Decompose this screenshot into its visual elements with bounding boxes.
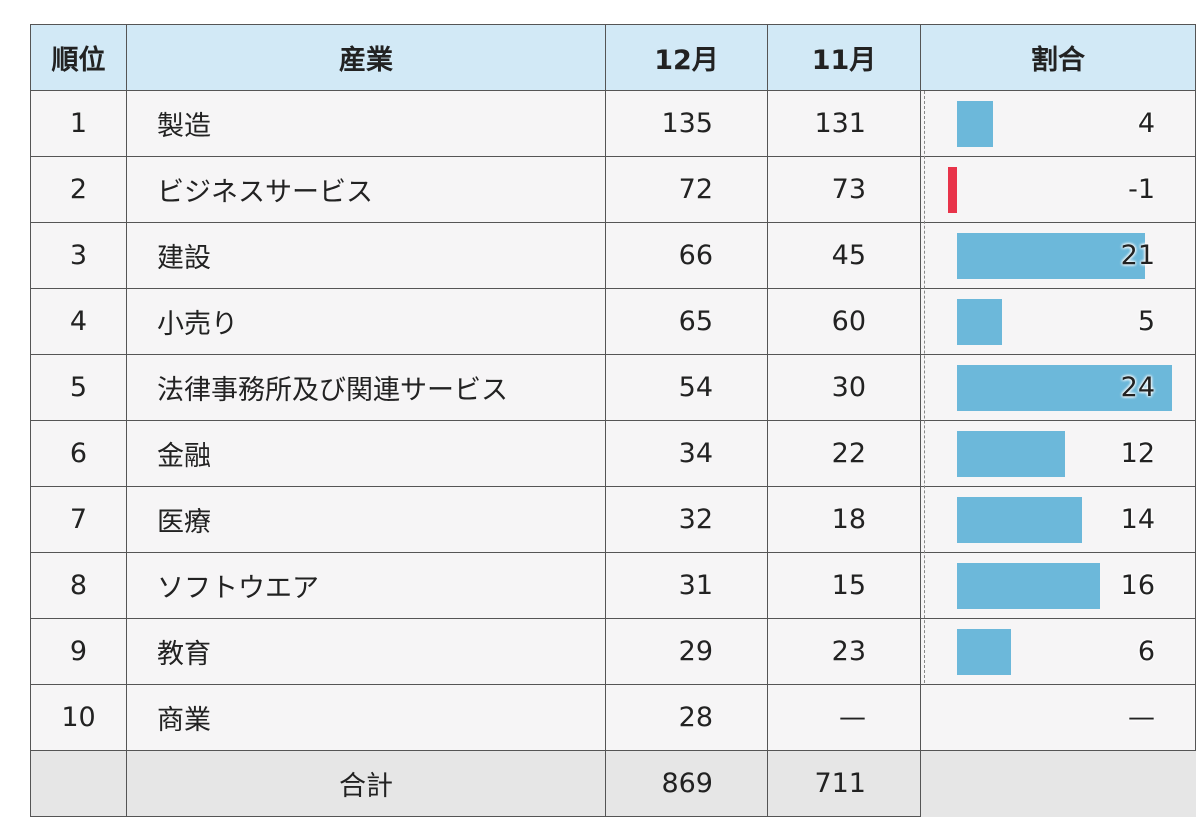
rank-cell: 6 [30,420,127,487]
rank-cell: 8 [30,552,127,619]
november-cell: 22 [767,420,921,487]
ratio-value: 24 [1120,372,1155,403]
december-cell: 65 [605,288,768,355]
table-row: 9 教育 29 23 6 [30,618,1196,685]
header-industry: 産業 [126,24,606,91]
table-row: 1 製造 135 131 4 [30,90,1196,157]
ranking-table: 順位 産業 12月 11月 割合 1 製造 135 131 4 2 ビジネスサービス 72 73… [30,24,1196,817]
ratio-value: 6 [1137,636,1155,667]
ratio-bar [957,629,1011,675]
ratio-bar [957,497,1083,543]
industry-cell: 法律事務所及び関連サービス [126,354,606,421]
ratio-value: 14 [1120,504,1155,535]
ratio-value: 21 [1120,240,1155,271]
rank-cell: 5 [30,354,127,421]
industry-cell: ソフトウエア [126,552,606,619]
november-cell: 45 [767,222,921,289]
total-row: 合計 869 711 [30,750,1196,817]
total-december: 869 [605,750,768,817]
ratio-cell: 6 [920,618,1196,685]
ratio-bar [957,101,993,147]
ratio-cell: 24 [920,354,1196,421]
industry-cell: 製造 [126,90,606,157]
november-cell: 18 [767,486,921,553]
ratio-value: 16 [1120,570,1155,601]
november-cell: 73 [767,156,921,223]
december-cell: 28 [605,684,768,751]
ratio-cell: 14 [920,486,1196,553]
table-row: 6 金融 34 22 12 [30,420,1196,487]
ratio-cell: 16 [920,552,1196,619]
table-row: 3 建設 66 45 21 [30,222,1196,289]
november-cell: 131 [767,90,921,157]
header-ratio: 割合 [920,24,1196,91]
table-row: 4 小売り 65 60 5 [30,288,1196,355]
industry-cell: 医療 [126,486,606,553]
industry-cell: 金融 [126,420,606,487]
industry-cell: 商業 [126,684,606,751]
rank-cell: 9 [30,618,127,685]
december-cell: 66 [605,222,768,289]
december-cell: 34 [605,420,768,487]
rank-cell: 2 [30,156,127,223]
november-cell: 30 [767,354,921,421]
total-rank-cell [30,750,127,817]
header-dec: 12月 [605,24,768,91]
november-cell: — [767,684,921,751]
december-cell: 135 [605,90,768,157]
total-november: 711 [767,750,921,817]
table-row: 10 商業 28— — [30,684,1196,751]
november-cell: 23 [767,618,921,685]
ratio-value: 5 [1137,306,1155,337]
ratio-bar [957,563,1101,609]
header-rank: 順位 [30,24,127,91]
total-ratio-blank [920,750,1196,817]
ratio-cell: 12 [920,420,1196,487]
rank-cell: 7 [30,486,127,553]
ratio-cell: 21 [920,222,1196,289]
ratio-cell: — [920,684,1196,751]
november-cell: 15 [767,552,921,619]
industry-cell: ビジネスサービス [126,156,606,223]
ratio-bar [957,431,1065,477]
december-cell: 32 [605,486,768,553]
industry-cell: 小売り [126,288,606,355]
ratio-cell: 5 [920,288,1196,355]
ratio-zero-axis [924,91,925,683]
ratio-cell: 4 [920,90,1196,157]
rank-cell: 1 [30,90,127,157]
ratio-bar [957,365,1172,411]
industry-cell: 教育 [126,618,606,685]
ratio-value: -1 [1128,174,1155,205]
ratio-bar [948,167,957,213]
ratio-bar [957,299,1002,345]
november-cell: 60 [767,288,921,355]
rank-cell: 3 [30,222,127,289]
table-row: 8 ソフトウエア 31 15 16 [30,552,1196,619]
ratio-value: 12 [1120,438,1155,469]
rank-cell: 10 [30,684,127,751]
december-cell: 72 [605,156,768,223]
industry-cell: 建設 [126,222,606,289]
table-body: 1 製造 135 131 4 2 ビジネスサービス 72 73 -1 3 建設 66 45 21 4 小売り 65… [30,90,1196,817]
december-cell: 29 [605,618,768,685]
table-row: 7 医療 32 18 14 [30,486,1196,553]
ratio-bar [957,233,1146,279]
december-cell: 31 [605,552,768,619]
ratio-value: 4 [1137,108,1155,139]
ratio-value: — [1128,702,1155,733]
december-cell: 54 [605,354,768,421]
header-nov: 11月 [767,24,921,91]
total-label: 合計 [126,750,606,817]
table-row: 5 法律事務所及び関連サービス 54 30 24 [30,354,1196,421]
rank-cell: 4 [30,288,127,355]
header-row: 順位 産業 12月 11月 割合 [30,24,1196,91]
table-row: 2 ビジネスサービス 72 73 -1 [30,156,1196,223]
ratio-cell: -1 [920,156,1196,223]
